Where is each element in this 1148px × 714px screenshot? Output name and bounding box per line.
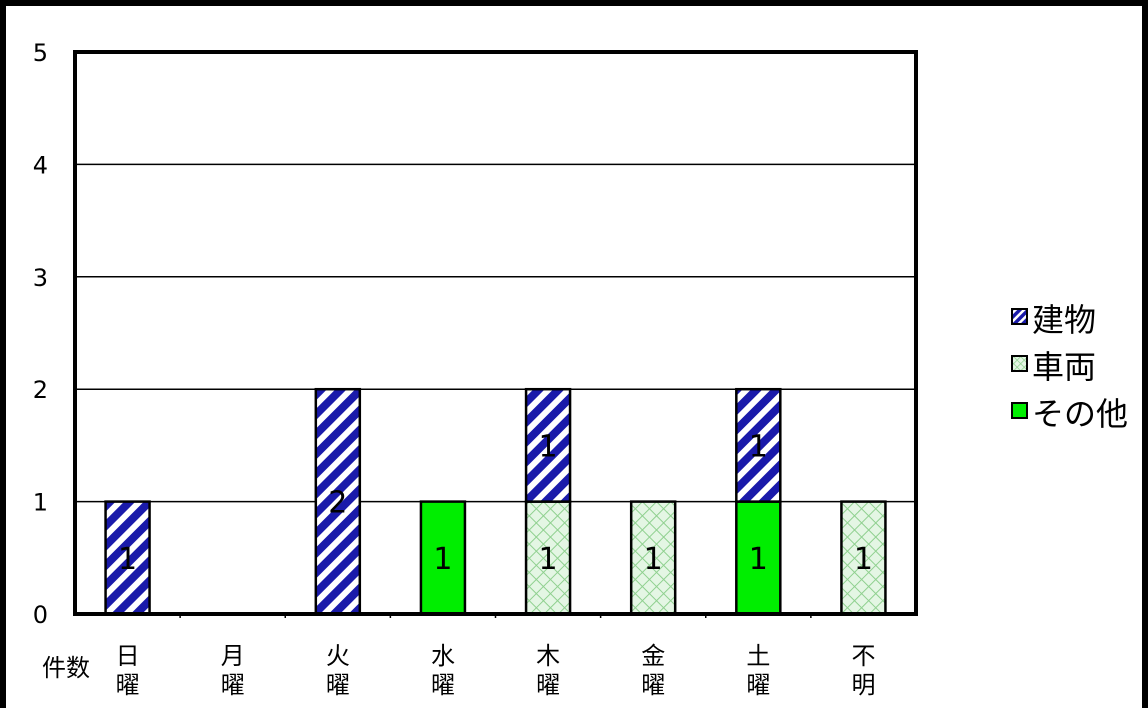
bar-その他 (735, 500, 782, 616)
data-label: 1 (644, 542, 663, 577)
x-tick-label: 金曜 (641, 642, 665, 699)
bar-建物 (735, 387, 782, 503)
data-label: 1 (433, 542, 452, 577)
legend-swatch (1011, 402, 1028, 419)
y-axis-label: 件数 (42, 654, 90, 682)
legend-label: 車両 (1032, 348, 1096, 386)
y-tick-label: 3 (33, 264, 48, 292)
bar-chart: 0 1 2 3 4 5 1 2 1 1 1 1 1 1 1 日曜 月曜 火曜 水曜 木曜 金曜 土曜 不明 件数 建物車… (33, 39, 1128, 699)
y-tick-label: 2 (33, 376, 48, 404)
data-label: 1 (539, 429, 558, 464)
bar-建物 (524, 387, 572, 503)
x-tick-label: 木曜 (536, 642, 560, 699)
legend-swatch (1011, 308, 1028, 325)
legend-swatch (1011, 355, 1028, 372)
legend-label: 建物 (1032, 301, 1096, 339)
bar-建物 (104, 500, 151, 616)
data-label: 1 (749, 429, 768, 464)
data-labels: 1 2 1 1 1 1 1 1 1 (118, 429, 873, 576)
y-axis-ticks: 0 1 2 3 4 5 (33, 39, 48, 629)
y-tick-label: 0 (33, 601, 48, 629)
bar-車両 (629, 500, 677, 616)
data-label: 1 (118, 542, 137, 577)
x-tick-label: 土曜 (746, 642, 770, 699)
x-tick-label: 不明 (851, 642, 875, 699)
data-label: 1 (854, 542, 873, 577)
x-tick-label: 水曜 (431, 642, 455, 699)
x-axis-ticks: 日曜 月曜 火曜 水曜 木曜 金曜 土曜 不明 (116, 614, 875, 699)
y-tick-label: 5 (33, 39, 48, 67)
plot-area-border (73, 50, 918, 616)
gridlines (75, 163, 916, 503)
data-label: 1 (749, 542, 768, 577)
bar-車両 (840, 500, 887, 616)
bar-その他 (419, 500, 467, 616)
y-tick-label: 4 (33, 151, 48, 179)
x-tick-label: 日曜 (116, 642, 140, 699)
data-label: 1 (539, 542, 558, 577)
data-label: 2 (328, 486, 347, 521)
x-tick-label: 火曜 (326, 642, 350, 699)
x-tick-label: 月曜 (221, 642, 245, 699)
y-tick-label: 1 (33, 489, 48, 517)
legend-label: その他 (1032, 395, 1128, 433)
